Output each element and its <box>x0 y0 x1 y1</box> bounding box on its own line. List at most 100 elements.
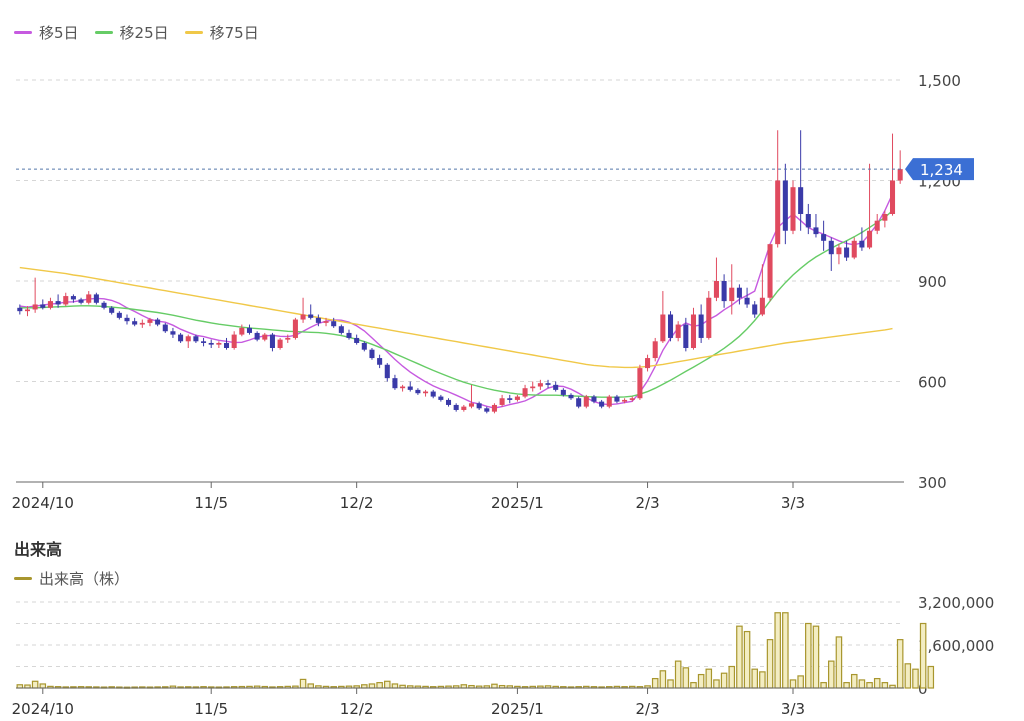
volume-bar <box>782 612 789 689</box>
candle-down <box>545 383 551 385</box>
candle-up <box>239 327 245 335</box>
candle-down <box>223 342 230 348</box>
volume-bar <box>697 673 705 689</box>
candle-down <box>798 187 804 214</box>
candle-down <box>782 180 788 231</box>
volume-x-tick-label: 2024/10 <box>12 700 74 718</box>
volume-bar <box>299 678 307 689</box>
candle-down <box>254 332 260 340</box>
candle-down <box>614 396 620 402</box>
candle-down <box>430 391 436 397</box>
price-y-tick-label: 1,500 <box>918 72 961 90</box>
candle-up <box>660 314 666 342</box>
candle-up <box>537 383 543 387</box>
candle-up <box>63 296 69 305</box>
candle-down <box>560 389 566 395</box>
candle-down <box>859 240 865 248</box>
candle-down <box>17 307 23 312</box>
volume-bar <box>31 680 39 689</box>
price-x-tick-label: 11/5 <box>194 494 228 512</box>
volume-bar <box>759 671 766 689</box>
candle-up <box>147 319 153 323</box>
legend-label-volume: 出来高（株） <box>39 570 130 588</box>
candle-down <box>346 332 352 338</box>
candle-down <box>721 281 727 302</box>
price-y-tick-label: 300 <box>918 474 947 492</box>
volume-bar <box>491 683 498 689</box>
candle-up <box>323 321 329 323</box>
candle-down <box>599 401 605 407</box>
legend-item-ma75[interactable]: 移75日 <box>184 22 259 43</box>
candle-down <box>132 321 138 325</box>
candle-up <box>400 386 406 389</box>
volume-bar <box>850 673 858 689</box>
volume-bar <box>713 679 720 689</box>
volume-x-tick-label: 12/2 <box>340 700 374 718</box>
candle-up <box>583 396 589 407</box>
candle-down <box>484 408 490 412</box>
volume-bar <box>881 682 889 689</box>
candle-down <box>377 358 383 365</box>
candle-down <box>591 396 597 402</box>
candle-up <box>292 319 298 338</box>
volume-title: 出来高 <box>14 540 63 559</box>
candle-down <box>201 341 207 343</box>
candle-up <box>300 314 306 320</box>
volume-legend-item[interactable]: 出来高（株） <box>14 568 129 589</box>
volume-bar <box>797 675 804 689</box>
candle-up <box>139 322 145 325</box>
candle-up <box>882 214 888 221</box>
candle-down <box>116 312 122 318</box>
candle-down <box>392 378 398 389</box>
candle-up <box>645 358 651 369</box>
candle-up <box>231 334 237 348</box>
candle-up <box>706 297 712 338</box>
candle-up <box>836 247 842 255</box>
candle-down <box>507 398 513 400</box>
candle-down <box>821 234 827 241</box>
volume-bar <box>368 683 376 689</box>
candle-up <box>652 341 658 359</box>
candle-up <box>423 391 429 394</box>
candle-down <box>162 324 168 332</box>
candle-up <box>759 297 765 315</box>
candle-up <box>637 368 643 399</box>
volume-bar <box>912 668 919 689</box>
price-x-tick-label: 2/3 <box>635 494 659 512</box>
candle-up <box>522 388 528 397</box>
candle-up <box>729 287 735 302</box>
candle-down <box>844 247 850 258</box>
candle-down <box>698 314 704 338</box>
volume-bar <box>682 667 690 689</box>
candle-down <box>736 287 742 298</box>
volume-bar <box>927 665 935 689</box>
volume-bar <box>858 679 866 689</box>
candle-up <box>468 403 475 407</box>
candle-down <box>476 403 482 409</box>
volume-bar <box>743 630 751 689</box>
candle-up <box>285 337 291 340</box>
candle-down <box>361 342 367 350</box>
volume-bar <box>383 680 391 689</box>
legend-swatch-ma75 <box>184 30 203 34</box>
volume-bar <box>805 622 812 689</box>
volume-bar <box>919 622 927 689</box>
legend-item-ma5[interactable]: 移5日 <box>14 22 79 43</box>
legend-item-ma25[interactable]: 移25日 <box>94 22 169 43</box>
volume-bar <box>376 682 383 689</box>
candle-down <box>70 296 76 300</box>
price-y-tick-label: 900 <box>918 273 947 291</box>
candle-up <box>32 304 38 310</box>
price-x-tick-label: 3/3 <box>781 494 805 512</box>
candle-down <box>384 364 390 379</box>
candle-up <box>790 187 796 231</box>
candle-down <box>805 214 811 228</box>
volume-y-tick-label: 0 <box>918 680 928 698</box>
candle-down <box>752 304 758 315</box>
volume-bar <box>766 639 774 689</box>
candle-down <box>369 349 375 359</box>
legend-label-ma25: 移25日 <box>119 23 169 42</box>
volume-bar <box>728 665 736 689</box>
ma25-line <box>19 210 893 398</box>
